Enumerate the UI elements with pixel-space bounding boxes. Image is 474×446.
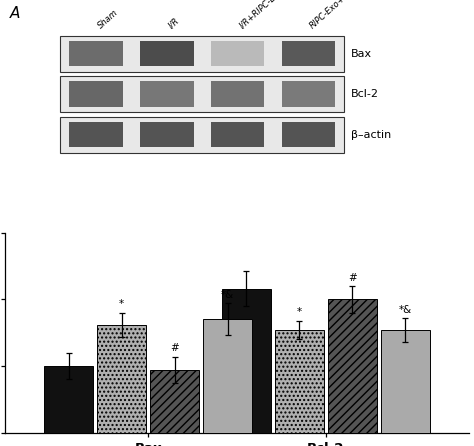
Bar <box>44 366 93 433</box>
Bar <box>210 82 264 107</box>
Bar <box>97 325 146 433</box>
Bar <box>61 76 344 112</box>
Bar <box>150 370 199 433</box>
Text: Sham: Sham <box>96 8 119 30</box>
Text: A: A <box>9 6 20 21</box>
Bar <box>69 41 123 66</box>
Bar <box>140 82 194 107</box>
Bar <box>381 330 430 433</box>
Text: I/R: I/R <box>167 16 181 30</box>
Bar <box>222 289 271 433</box>
Bar <box>203 319 252 433</box>
Text: *&: *& <box>221 290 234 300</box>
Bar <box>140 122 194 148</box>
Bar <box>282 41 335 66</box>
Text: *&: *& <box>399 305 412 315</box>
Bar <box>140 41 194 66</box>
Bar <box>210 41 264 66</box>
Text: #: # <box>348 273 357 283</box>
Bar <box>275 330 324 433</box>
Bar <box>282 82 335 107</box>
Bar <box>282 122 335 148</box>
Bar <box>61 36 344 72</box>
Text: *: * <box>119 299 124 310</box>
Bar <box>61 116 344 153</box>
Text: RIPC-Exo+GA: RIPC-Exo+GA <box>309 0 357 30</box>
Bar <box>210 122 264 148</box>
Text: Bcl-2: Bcl-2 <box>351 89 379 99</box>
Text: β–actin: β–actin <box>351 130 391 140</box>
Text: #: # <box>170 343 179 353</box>
Text: I/R+RIPC-Exo: I/R+RIPC-Exo <box>237 0 285 30</box>
Bar <box>328 299 377 433</box>
Bar <box>69 122 123 148</box>
Text: Bax: Bax <box>351 49 372 58</box>
Bar <box>69 82 123 107</box>
Text: *: * <box>297 307 302 318</box>
